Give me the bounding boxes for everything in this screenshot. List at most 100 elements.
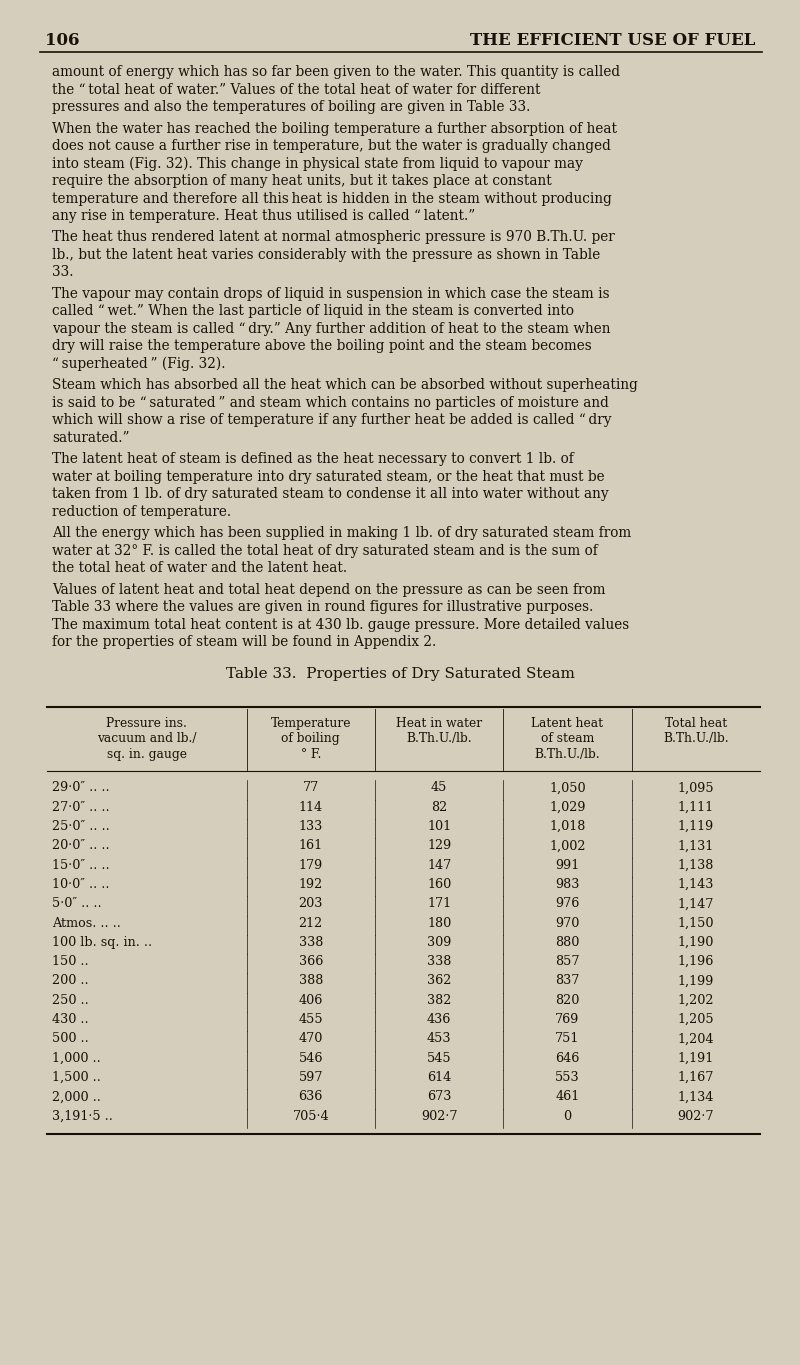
Text: 20·0″ .. ..: 20·0″ .. .. — [52, 839, 110, 852]
Text: 212: 212 — [298, 917, 323, 930]
Text: Table 33.  Properties of Dry Saturated Steam: Table 33. Properties of Dry Saturated St… — [226, 667, 574, 681]
Text: 902·7: 902·7 — [421, 1110, 458, 1122]
Text: 1,018: 1,018 — [550, 820, 586, 833]
Text: 837: 837 — [555, 975, 580, 987]
Text: 1,134: 1,134 — [678, 1091, 714, 1103]
Text: 1,205: 1,205 — [678, 1013, 714, 1026]
Text: B.Th.U./lb.: B.Th.U./lb. — [663, 733, 729, 745]
Text: temperature and therefore all this heat is hidden in the steam without producing: temperature and therefore all this heat … — [52, 191, 612, 206]
Text: 646: 646 — [555, 1051, 580, 1065]
Text: 3,191·5 ..: 3,191·5 .. — [52, 1110, 113, 1122]
Text: 77: 77 — [302, 782, 319, 794]
Text: 545: 545 — [427, 1051, 451, 1065]
Text: 1,190: 1,190 — [678, 936, 714, 949]
Text: of steam: of steam — [541, 733, 594, 745]
Text: Total heat: Total heat — [665, 717, 727, 730]
Text: any rise in temperature. Heat thus utilised is called “ latent.”: any rise in temperature. Heat thus utili… — [52, 209, 475, 222]
Text: 500 ..: 500 .. — [52, 1032, 89, 1046]
Text: 614: 614 — [427, 1072, 451, 1084]
Text: require the absorption of many heat units, but it takes place at constant: require the absorption of many heat unit… — [52, 173, 552, 188]
Text: B.Th.U./lb.: B.Th.U./lb. — [534, 748, 600, 762]
Text: 769: 769 — [555, 1013, 580, 1026]
Text: 2,000 ..: 2,000 .. — [52, 1091, 101, 1103]
Text: 15·0″ .. ..: 15·0″ .. .. — [52, 859, 110, 872]
Text: 1,167: 1,167 — [678, 1072, 714, 1084]
Text: 338: 338 — [298, 936, 323, 949]
Text: “ superheated ” (Fig. 32).: “ superheated ” (Fig. 32). — [52, 358, 226, 371]
Text: 161: 161 — [298, 839, 323, 852]
Text: 1,000 ..: 1,000 .. — [52, 1051, 101, 1065]
Text: 705·4: 705·4 — [293, 1110, 329, 1122]
Text: 0: 0 — [563, 1110, 571, 1122]
Text: 553: 553 — [555, 1072, 580, 1084]
Text: 25·0″ .. ..: 25·0″ .. .. — [52, 820, 110, 833]
Text: 983: 983 — [555, 878, 580, 891]
Text: 1,111: 1,111 — [678, 801, 714, 814]
Text: When the water has reached the boiling temperature a further absorption of heat: When the water has reached the boiling t… — [52, 121, 617, 135]
Text: 546: 546 — [298, 1051, 323, 1065]
Text: the “ total heat of water.” Values of the total heat of water for different: the “ total heat of water.” Values of th… — [52, 82, 541, 97]
Text: 101: 101 — [427, 820, 451, 833]
Text: 857: 857 — [555, 955, 580, 968]
Text: 970: 970 — [555, 917, 580, 930]
Text: 1,196: 1,196 — [678, 955, 714, 968]
Text: 1,147: 1,147 — [678, 897, 714, 910]
Text: Steam which has absorbed all the heat which can be absorbed without superheating: Steam which has absorbed all the heat wh… — [52, 378, 638, 393]
Text: water at boiling temperature into dry saturated steam, or the heat that must be: water at boiling temperature into dry sa… — [52, 470, 605, 485]
Text: 751: 751 — [555, 1032, 580, 1046]
Text: 1,199: 1,199 — [678, 975, 714, 987]
Text: Temperature: Temperature — [270, 717, 351, 730]
Text: 180: 180 — [427, 917, 451, 930]
Text: 203: 203 — [298, 897, 323, 910]
Text: The latent heat of steam is defined as the heat necessary to convert 1 lb. of: The latent heat of steam is defined as t… — [52, 453, 574, 467]
Text: Latent heat: Latent heat — [531, 717, 603, 730]
Text: dry will raise the temperature above the boiling point and the steam becomes: dry will raise the temperature above the… — [52, 340, 592, 354]
Text: 106: 106 — [45, 31, 79, 49]
Text: Table 33 where the values are given in round figures for illustrative purposes.: Table 33 where the values are given in r… — [52, 601, 594, 614]
Text: reduction of temperature.: reduction of temperature. — [52, 505, 231, 519]
Text: Heat in water: Heat in water — [396, 717, 482, 730]
Text: 1,204: 1,204 — [678, 1032, 714, 1046]
Text: 1,202: 1,202 — [678, 994, 714, 1007]
Text: does not cause a further rise in temperature, but the water is gradually changed: does not cause a further rise in tempera… — [52, 139, 611, 153]
Text: 171: 171 — [427, 897, 451, 910]
Text: 470: 470 — [298, 1032, 323, 1046]
Text: pressures and also the temperatures of boiling are given in Table 33.: pressures and also the temperatures of b… — [52, 100, 530, 115]
Text: called “ wet.” When the last particle of liquid in the steam is converted into: called “ wet.” When the last particle of… — [52, 304, 574, 318]
Text: 82: 82 — [431, 801, 447, 814]
Text: 362: 362 — [427, 975, 451, 987]
Text: 388: 388 — [298, 975, 323, 987]
Text: 430 ..: 430 .. — [52, 1013, 89, 1026]
Text: 880: 880 — [555, 936, 580, 949]
Text: 150 ..: 150 .. — [52, 955, 89, 968]
Text: 10·0″ .. ..: 10·0″ .. .. — [52, 878, 110, 891]
Text: 382: 382 — [427, 994, 451, 1007]
Text: The maximum total heat content is at 430 lb. gauge pressure. More detailed value: The maximum total heat content is at 430… — [52, 618, 630, 632]
Text: THE EFFICIENT USE OF FUEL: THE EFFICIENT USE OF FUEL — [470, 31, 755, 49]
Text: 461: 461 — [555, 1091, 580, 1103]
Text: the total heat of water and the latent heat.: the total heat of water and the latent h… — [52, 561, 347, 576]
Text: 27·0″ .. ..: 27·0″ .. .. — [52, 801, 110, 814]
Text: saturated.”: saturated.” — [52, 431, 130, 445]
Text: 179: 179 — [298, 859, 323, 872]
Text: Atmos. .. ..: Atmos. .. .. — [52, 917, 121, 930]
Text: Pressure ins.: Pressure ins. — [106, 717, 187, 730]
Text: 1,119: 1,119 — [678, 820, 714, 833]
Text: 902·7: 902·7 — [678, 1110, 714, 1122]
Text: B.Th.U./lb.: B.Th.U./lb. — [406, 733, 472, 745]
Text: vapour the steam is called “ dry.” Any further addition of heat to the steam whe: vapour the steam is called “ dry.” Any f… — [52, 322, 610, 336]
Text: 1,191: 1,191 — [678, 1051, 714, 1065]
Text: 453: 453 — [427, 1032, 451, 1046]
Text: 597: 597 — [298, 1072, 323, 1084]
Text: taken from 1 lb. of dry saturated steam to condense it all into water without an: taken from 1 lb. of dry saturated steam … — [52, 487, 609, 501]
Text: 129: 129 — [427, 839, 451, 852]
Text: 100 lb. sq. in. ..: 100 lb. sq. in. .. — [52, 936, 152, 949]
Text: 338: 338 — [427, 955, 451, 968]
Text: 406: 406 — [298, 994, 323, 1007]
Text: 1,131: 1,131 — [678, 839, 714, 852]
Text: 1,050: 1,050 — [549, 782, 586, 794]
Text: 250 ..: 250 .. — [52, 994, 89, 1007]
Text: 309: 309 — [427, 936, 451, 949]
Text: 636: 636 — [298, 1091, 323, 1103]
Text: 147: 147 — [427, 859, 451, 872]
